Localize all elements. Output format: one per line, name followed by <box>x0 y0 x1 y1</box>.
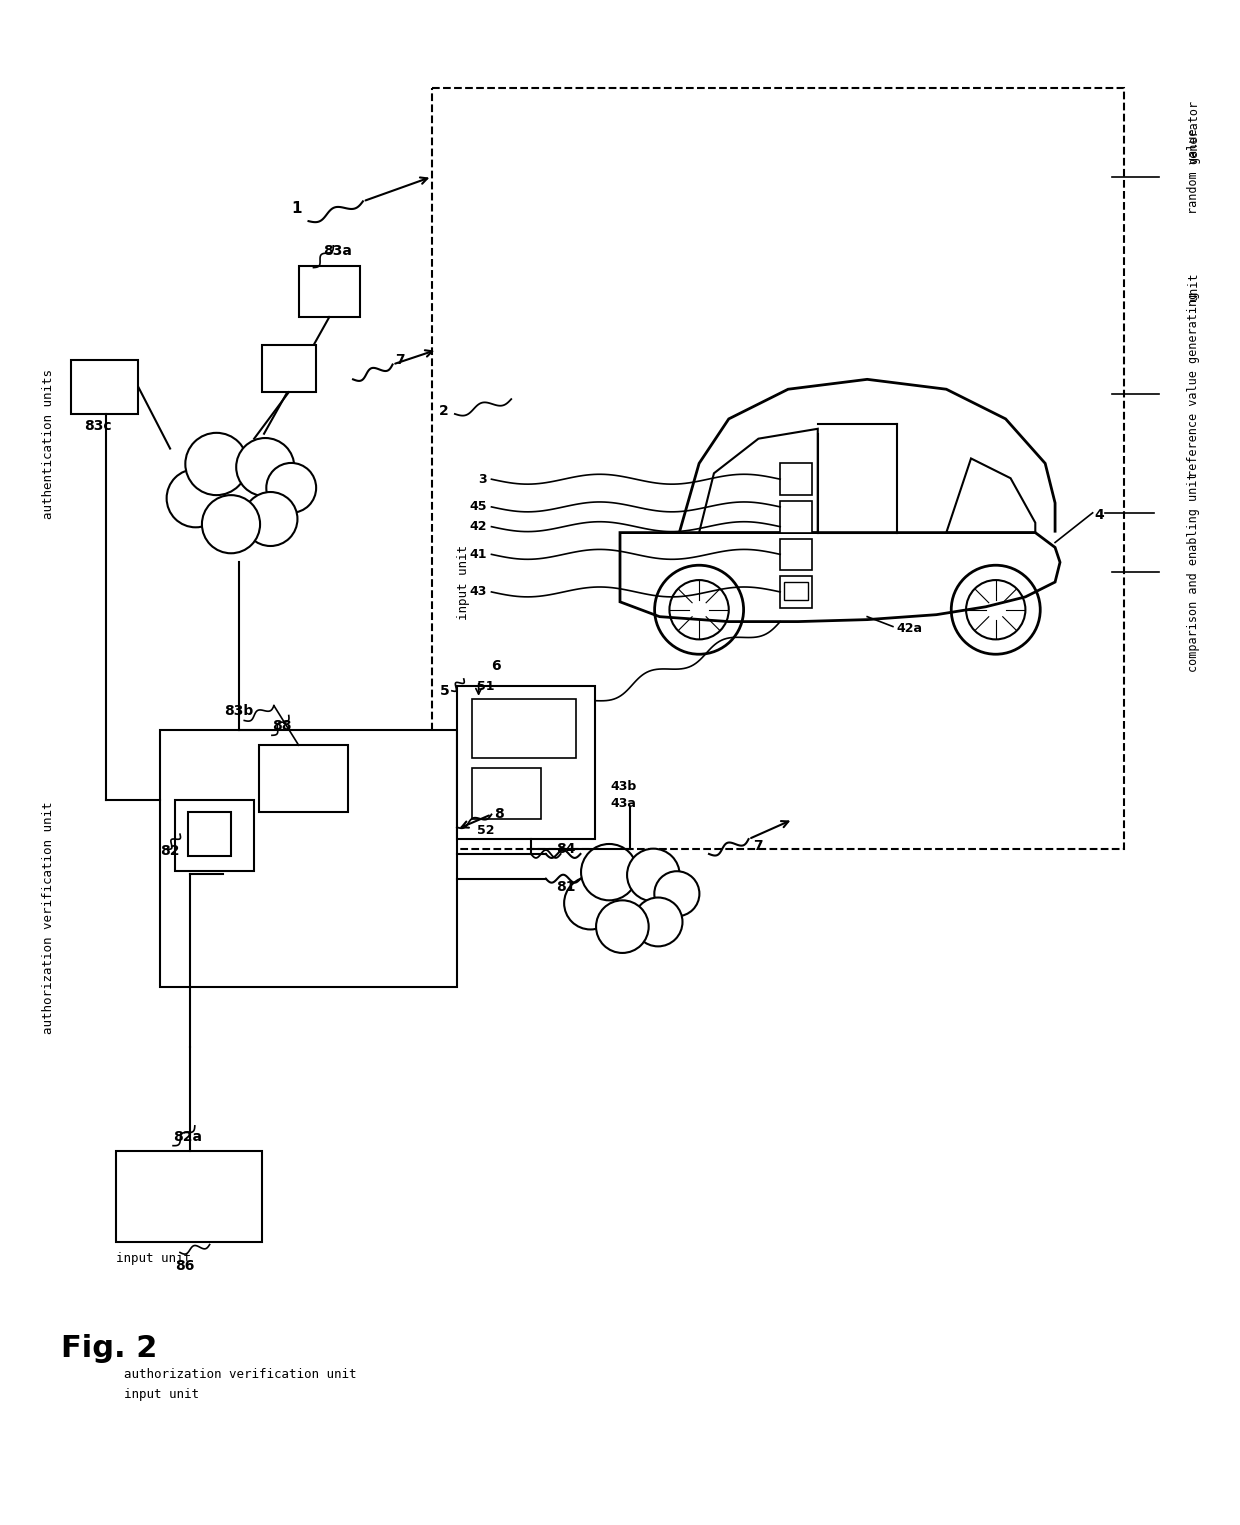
Text: input unit: input unit <box>456 544 470 619</box>
Bar <box>780 538 812 570</box>
Text: 43: 43 <box>469 586 486 598</box>
Bar <box>71 360 139 413</box>
Text: 7: 7 <box>754 839 763 852</box>
Text: 82a: 82a <box>174 1130 202 1144</box>
Bar <box>471 698 575 758</box>
Text: 7: 7 <box>396 352 405 366</box>
Text: 52: 52 <box>476 825 494 837</box>
Text: 1: 1 <box>291 201 303 217</box>
Text: 42: 42 <box>469 520 486 534</box>
Circle shape <box>655 871 699 917</box>
Bar <box>780 576 812 608</box>
Text: authorization verification unit: authorization verification unit <box>124 1368 356 1382</box>
Circle shape <box>236 438 294 496</box>
Circle shape <box>627 849 680 901</box>
Circle shape <box>243 493 298 546</box>
Circle shape <box>582 843 637 900</box>
Text: 45: 45 <box>469 500 486 514</box>
Bar <box>262 345 316 392</box>
Text: 83b: 83b <box>224 705 254 718</box>
Text: generator: generator <box>1187 101 1200 165</box>
Bar <box>780 502 812 532</box>
Bar <box>299 265 360 317</box>
Text: 5: 5 <box>440 683 450 698</box>
Circle shape <box>185 433 248 496</box>
Text: 41: 41 <box>469 547 486 561</box>
Circle shape <box>267 464 316 512</box>
Text: Fig. 2: Fig. 2 <box>61 1333 157 1362</box>
Circle shape <box>596 900 649 953</box>
Text: input unit: input unit <box>115 1252 191 1266</box>
Text: 84: 84 <box>556 842 575 856</box>
Text: authorization verification unit: authorization verification unit <box>42 802 55 1034</box>
Text: 51: 51 <box>476 680 494 692</box>
Text: random value: random value <box>1187 130 1200 215</box>
Circle shape <box>564 877 616 929</box>
Text: input unit: input unit <box>124 1388 198 1401</box>
Bar <box>115 1150 262 1241</box>
Text: 86: 86 <box>175 1260 195 1273</box>
Text: 2: 2 <box>439 404 449 418</box>
Text: comparison and enabling unit: comparison and enabling unit <box>1187 473 1200 673</box>
Bar <box>432 87 1125 849</box>
Bar <box>780 464 812 496</box>
Text: 82: 82 <box>160 843 180 859</box>
Bar <box>259 746 348 813</box>
Text: 43b: 43b <box>610 779 636 793</box>
Bar <box>160 730 456 988</box>
Text: 43a: 43a <box>610 796 636 810</box>
Text: 83a: 83a <box>324 244 352 258</box>
Text: authentication units: authentication units <box>42 369 55 518</box>
Bar <box>456 686 595 839</box>
Text: 83c: 83c <box>84 419 112 433</box>
Text: 8: 8 <box>495 808 505 822</box>
Text: 6: 6 <box>491 659 501 673</box>
Text: 81: 81 <box>556 880 575 894</box>
Circle shape <box>594 863 666 935</box>
Text: 88: 88 <box>272 720 291 734</box>
Circle shape <box>634 898 682 947</box>
Text: reference value generating: reference value generating <box>1187 291 1200 477</box>
Bar <box>784 583 808 599</box>
Bar <box>471 769 541 819</box>
Text: 3: 3 <box>477 473 486 485</box>
Circle shape <box>200 453 279 532</box>
Text: 42a: 42a <box>897 622 923 634</box>
Circle shape <box>166 470 224 528</box>
Bar <box>188 813 232 856</box>
Text: unit: unit <box>1187 271 1200 299</box>
Bar <box>175 799 254 871</box>
Text: 4: 4 <box>1095 508 1105 522</box>
Circle shape <box>202 496 260 554</box>
